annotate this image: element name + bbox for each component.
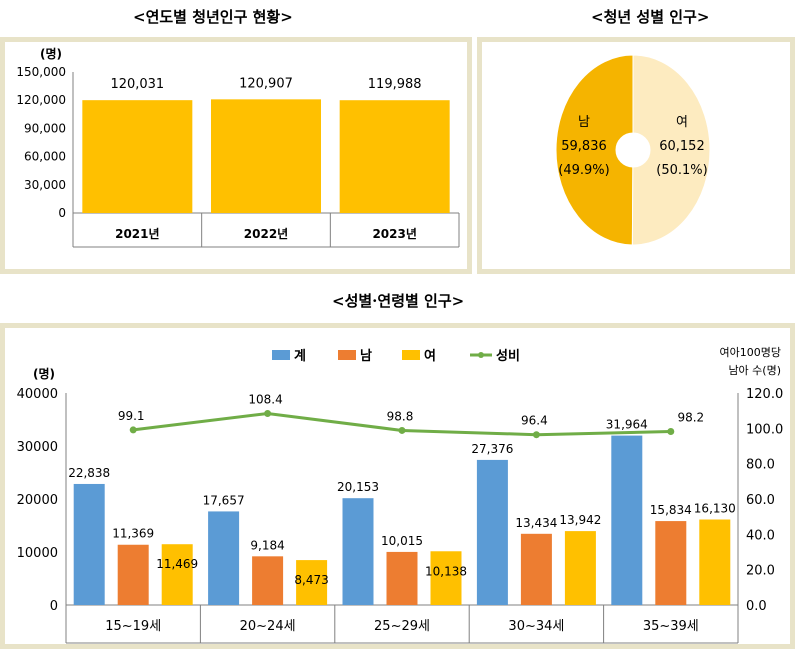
bar-여-25~29세 — [430, 551, 462, 605]
x-category-label: 35~39세 — [643, 619, 699, 634]
bar-남-25~29세 — [386, 551, 418, 605]
y-axis-unit: (명) — [40, 47, 62, 61]
left-tick-label: 0 — [50, 599, 58, 614]
sex-ratio-label: 98.8 — [387, 409, 414, 423]
right-tick-label: 0.0 — [746, 599, 767, 614]
bar-남-15~19세 — [117, 544, 149, 605]
right-axis-unit-line1: 여아100명당 — [720, 346, 781, 359]
sex-ratio-point — [398, 426, 406, 434]
bar-계-35~39세 — [611, 435, 643, 605]
legend-swatch-남 — [338, 350, 356, 360]
sex-ratio-label: 108.4 — [248, 392, 282, 406]
y-tick-label: 150,000 — [16, 65, 66, 79]
bar-value-label: 10,138 — [425, 564, 467, 578]
bar-value-label: 17,657 — [203, 493, 245, 507]
sex-ratio-point — [532, 431, 540, 439]
legend-label: 여 — [424, 348, 436, 364]
legend-label: 성비 — [496, 349, 520, 364]
x-category-label: 20~24세 — [240, 619, 296, 634]
y-tick-label: 60,000 — [24, 150, 66, 164]
right-tick-label: 20.0 — [746, 564, 775, 579]
bar-value-label: 9,184 — [250, 538, 284, 552]
bar-value-label: 16,130 — [694, 502, 736, 516]
annual-chart-title: <연도별 청년인구 현황> — [133, 8, 293, 26]
bar-여-30~34세 — [564, 531, 596, 605]
sex-ratio-label: 96.4 — [521, 414, 548, 428]
left-tick-label: 30000 — [17, 440, 58, 455]
y-tick-label: 30,000 — [24, 178, 66, 192]
sex-ratio-point — [667, 428, 675, 436]
bar-2021년 — [82, 100, 193, 213]
right-tick-label: 60.0 — [746, 493, 775, 508]
x-category-label: 30~34세 — [508, 619, 564, 634]
bar-여-35~39세 — [699, 519, 731, 605]
bar-남-20~24세 — [252, 556, 284, 605]
bar-남-35~39세 — [655, 521, 687, 605]
legend-swatch-여 — [402, 350, 420, 360]
gender-chart-title: <청년 성별 인구> — [591, 8, 710, 26]
bar-value-label: 13,434 — [515, 516, 557, 530]
legend-swatch-계 — [272, 350, 290, 360]
age-chart-title: <성별·연령별 인구> — [332, 292, 465, 310]
pie-slice-percent-label: (49.9%) — [558, 163, 609, 178]
bar-value-label: 15,834 — [650, 503, 692, 517]
left-tick-label: 20000 — [17, 493, 58, 508]
pie-slice-label: 남 — [578, 115, 590, 130]
sex-ratio-label: 98.2 — [677, 411, 704, 425]
x-category-label: 2021년 — [115, 227, 159, 241]
bar-2022년 — [211, 99, 321, 213]
bar-value-label: 20,153 — [337, 480, 379, 494]
y-tick-label: 90,000 — [24, 121, 66, 135]
bar-2023년 — [339, 100, 450, 213]
x-category-label: 2023년 — [372, 227, 416, 241]
legend-line-marker — [478, 352, 484, 358]
bar-value-label: 22,838 — [68, 466, 110, 480]
x-category-label: 15~19세 — [105, 619, 161, 634]
bar-value-label: 10,015 — [381, 534, 423, 548]
right-tick-label: 80.0 — [746, 458, 775, 473]
pie-slice-value-label: 60,152 — [659, 139, 705, 154]
bar-여-20~24세 — [296, 560, 328, 605]
sex-ratio-label: 99.1 — [118, 409, 145, 423]
right-tick-label: 120.0 — [746, 387, 783, 402]
bar-value-label: 11,469 — [156, 557, 198, 571]
pie-slice-label: 여 — [676, 115, 688, 130]
bar-value-label: 11,369 — [112, 527, 154, 541]
right-axis-unit-line2: 남아 수(명) — [728, 364, 781, 377]
bar-value-label: 13,942 — [559, 513, 601, 527]
bar-value-label: 31,964 — [606, 418, 648, 432]
left-tick-label: 40000 — [17, 387, 58, 402]
bar-계-25~29세 — [342, 498, 374, 605]
pie-slice-value-label: 59,836 — [561, 139, 607, 154]
x-category-label: 2022년 — [244, 227, 288, 241]
bar-value-label: 120,031 — [110, 77, 164, 92]
bar-남-30~34세 — [520, 533, 552, 605]
y-tick-label: 0 — [58, 206, 66, 220]
bar-value-label: 119,988 — [368, 77, 422, 92]
y-tick-label: 120,000 — [16, 93, 66, 107]
bar-여-15~19세 — [161, 544, 193, 605]
bar-value-label: 27,376 — [471, 442, 513, 456]
left-tick-label: 10000 — [17, 546, 58, 561]
right-tick-label: 100.0 — [746, 422, 783, 437]
x-category-label: 25~29세 — [374, 619, 430, 634]
legend-label: 계 — [294, 349, 306, 364]
sex-ratio-point — [264, 409, 272, 417]
pie-slice-여 — [631, 54, 711, 246]
bar-계-20~24세 — [208, 511, 240, 605]
sex-ratio-point — [129, 426, 137, 434]
right-tick-label: 40.0 — [746, 528, 775, 543]
left-axis-unit: (명) — [33, 367, 55, 381]
legend-label: 남 — [360, 348, 372, 364]
bar-계-15~19세 — [73, 483, 105, 605]
bar-value-label: 8,473 — [294, 573, 328, 587]
pie-slice-남 — [555, 54, 634, 246]
bar-value-label: 120,907 — [239, 76, 293, 91]
bar-계-30~34세 — [476, 459, 508, 605]
pie-slice-percent-label: (50.1%) — [656, 163, 707, 178]
